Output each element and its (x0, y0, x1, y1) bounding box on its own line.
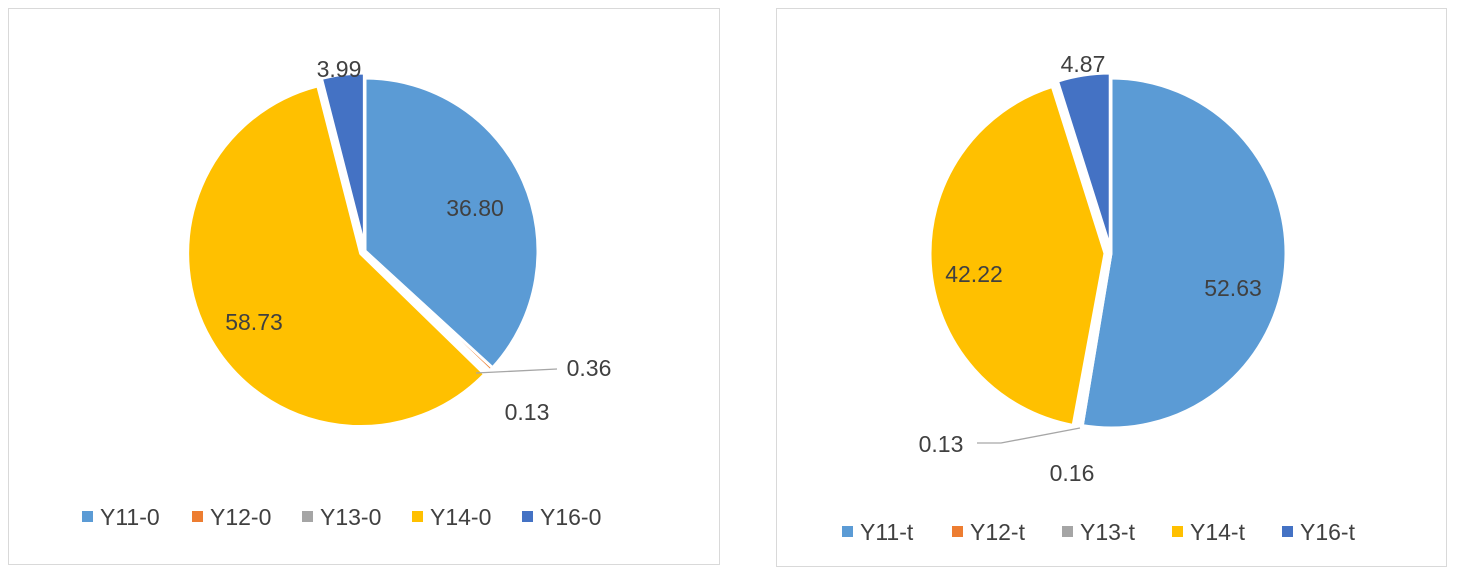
legend: Y11-t Y12-t Y13-t Y14-t Y16-t (842, 519, 1356, 545)
legend-label-y12-t: Y12-t (970, 519, 1026, 545)
pie-slice-y13-0 (363, 249, 492, 374)
data-label-y13-t: 0.13 (919, 431, 964, 457)
data-label-y11-t: 52.63 (1204, 275, 1262, 301)
legend-swatch-y16-t (1282, 526, 1293, 537)
legend-item-y11-t: Y11-t (842, 519, 914, 545)
legend-label-y13-0: Y13-0 (320, 504, 381, 530)
pie-chart-left: 36.80 0.36 0.13 58.73 3.99 Y11-0 Y12-0 Y13-0 Y14… (82, 56, 612, 530)
legend-item-y12-t: Y12-t (952, 519, 1026, 545)
legend-label-y16-t: Y16-t (1300, 519, 1356, 545)
pie-slice-y11-0 (363, 76, 540, 370)
data-label-y14-0: 58.73 (225, 309, 283, 335)
legend-item-y16-0: Y16-0 (522, 504, 601, 530)
legend-label-y12-0: Y12-0 (210, 504, 271, 530)
legend-item-y16-t: Y16-t (1282, 519, 1356, 545)
legend-label-y16-0: Y16-0 (540, 504, 601, 530)
legend-label-y14-t: Y14-t (1190, 519, 1246, 545)
legend-item-y13-t: Y13-t (1062, 519, 1136, 545)
pie-slices (928, 71, 1288, 430)
legend-swatch-y11-t (842, 526, 853, 537)
legend-label-y13-t: Y13-t (1080, 519, 1136, 545)
data-label-y11-0: 36.80 (446, 195, 504, 221)
legend-swatch-y12-0 (192, 511, 203, 522)
data-label-y16-t: 4.87 (1061, 51, 1106, 77)
data-label-y16-0: 3.99 (317, 56, 362, 82)
legend-item-y13-0: Y13-0 (302, 504, 381, 530)
legend-label-y11-0: Y11-0 (100, 504, 160, 530)
chart-panel-left: 36.80 0.36 0.13 58.73 3.99 Y11-0 Y12-0 Y13-0 Y14… (8, 8, 720, 565)
pie-slice-y16-t (1056, 71, 1112, 250)
legend-item-y14-t: Y14-t (1172, 519, 1246, 545)
leader-line-y12-0 (475, 368, 558, 374)
legend-swatch-y13-t (1062, 526, 1073, 537)
pie-slice-y13-t (1077, 251, 1113, 427)
legend-swatch-y16-0 (522, 511, 533, 522)
pie-chart-right: 52.63 0.16 0.13 42.22 4.87 Y11-t Y12-t Y13-t Y14… (842, 51, 1356, 545)
pie-slice-y11-t (1080, 76, 1288, 430)
legend-swatch-y11-0 (82, 511, 93, 522)
legend-swatch-y12-t (952, 526, 963, 537)
pie-slice-y14-t (928, 84, 1107, 427)
legend: Y11-0 Y12-0 Y13-0 Y14-0 Y16-0 (82, 504, 601, 530)
legend-item-y11-0: Y11-0 (82, 504, 160, 530)
data-label-y12-t: 0.16 (1050, 460, 1095, 486)
legend-item-y14-0: Y14-0 (412, 504, 491, 530)
leader-line-y13-t (977, 427, 1081, 444)
legend-item-y12-0: Y12-0 (192, 504, 271, 530)
data-label-y13-0: 0.13 (505, 399, 550, 425)
legend-swatch-y14-t (1172, 526, 1183, 537)
legend-swatch-y13-0 (302, 511, 313, 522)
legend-label-y11-t: Y11-t (860, 519, 914, 545)
legend-label-y14-0: Y14-0 (430, 504, 491, 530)
pie-slice-y16-0 (319, 71, 366, 248)
pie-slices (186, 71, 540, 428)
legend-swatch-y14-0 (412, 511, 423, 522)
data-label-y14-t: 42.22 (945, 261, 1003, 287)
data-label-y12-0: 0.36 (567, 355, 612, 381)
chart-panel-right: 52.63 0.16 0.13 42.22 4.87 Y11-t Y12-t Y13-t Y14… (776, 8, 1447, 567)
pie-slice-y14-0 (186, 84, 487, 428)
